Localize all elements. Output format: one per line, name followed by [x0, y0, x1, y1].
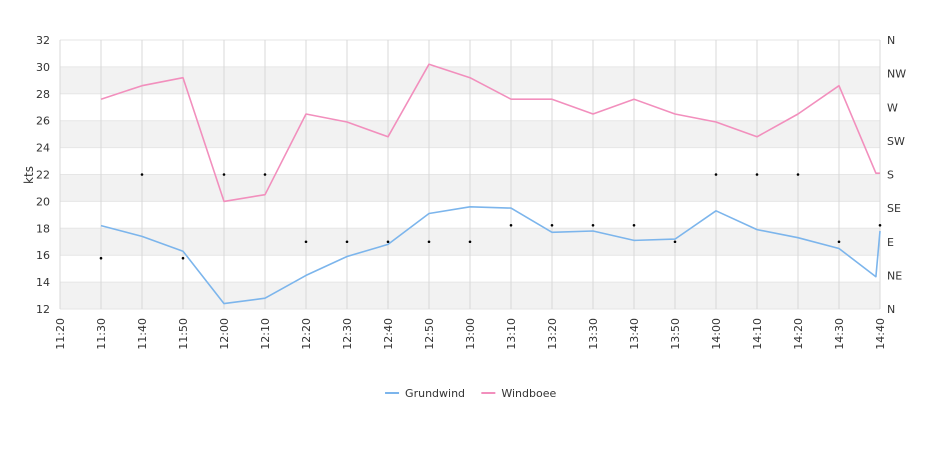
direction-tick-label: E — [887, 236, 894, 249]
direction-tick-label: W — [887, 101, 898, 114]
direction-point — [427, 240, 431, 244]
direction-tick-label: N — [887, 34, 895, 47]
direction-tick-label: N — [887, 303, 895, 316]
direction-point — [550, 224, 554, 227]
direction-point — [673, 240, 677, 244]
x-tick-label: 13:30 — [587, 318, 600, 350]
x-tick-label: 13:00 — [464, 318, 477, 350]
y-axis-tick-labels: 12 14 16 18 20 22 24 26 28 30 32 — [36, 34, 50, 316]
y-tick-label: 30 — [36, 61, 50, 74]
direction-point — [837, 240, 841, 244]
x-tick-label: 13:20 — [546, 318, 559, 350]
direction-point — [468, 240, 472, 244]
x-tick-label: 13:10 — [505, 318, 518, 350]
x-tick-label: 12:00 — [218, 318, 231, 350]
direction-point — [140, 173, 144, 176]
series-line-grundwind[interactable] — [100, 206, 881, 305]
x-axis-tick-labels: 11:20 11:30 11:40 11:50 12:00 12:10 12:20 12:30… — [54, 318, 887, 350]
direction-point — [591, 224, 595, 227]
direction-tick-label: S — [887, 169, 894, 182]
x-tick-label: 12:10 — [259, 318, 272, 350]
x-tick-label: 13:50 — [669, 318, 682, 350]
series-lines — [100, 63, 881, 305]
x-tick-label: 13:40 — [628, 318, 641, 350]
x-tick-label: 12:20 — [300, 318, 313, 350]
legend-item-grundwind[interactable]: Grundwind — [385, 387, 465, 400]
direction-point — [796, 173, 800, 176]
x-tick-label: 11:20 — [54, 318, 67, 350]
series-line-windboee[interactable] — [100, 63, 880, 203]
y-tick-label: 20 — [36, 195, 50, 208]
x-tick-label: 11:30 — [95, 318, 108, 350]
x-tick-label: 14:00 — [710, 318, 723, 350]
y-tick-label: 24 — [36, 142, 50, 155]
legend-label: Grundwind — [405, 387, 465, 400]
x-tick-label: 12:40 — [382, 318, 395, 350]
x-tick-label: 14:10 — [751, 318, 764, 350]
direction-point — [181, 256, 185, 260]
direction-point — [386, 240, 390, 244]
legend-item-windboee[interactable]: Windboee — [481, 387, 556, 400]
direction-point — [263, 173, 267, 176]
y-tick-label: 32 — [36, 34, 50, 47]
x-tick-label: 12:50 — [423, 318, 436, 350]
direction-axis-tick-labels: N NE E SE S SW W NW N — [887, 34, 906, 316]
x-tick-label: 14:30 — [833, 318, 846, 350]
y-tick-label: 22 — [36, 169, 50, 182]
y-axis-title: kts — [22, 166, 36, 184]
x-tick-label: 14:20 — [792, 318, 805, 350]
direction-tick-label: NE — [887, 269, 902, 282]
direction-tick-label: SW — [887, 135, 905, 148]
y-tick-label: 18 — [36, 222, 50, 235]
direction-tick-label: SE — [887, 202, 901, 215]
y-tick-label: 16 — [36, 249, 50, 262]
x-tick-label: 14:40 — [874, 318, 887, 350]
direction-point — [755, 173, 759, 176]
direction-point — [632, 224, 636, 227]
direction-point — [345, 240, 349, 244]
direction-tick-label: NW — [887, 68, 906, 81]
legend-label: Windboee — [501, 387, 556, 400]
y-tick-label: 26 — [36, 115, 50, 128]
y-tick-label: 12 — [36, 303, 50, 316]
direction-points — [99, 173, 882, 260]
direction-point — [222, 173, 226, 176]
legend[interactable]: Grundwind Windboee — [385, 387, 556, 400]
direction-point — [99, 256, 103, 260]
direction-point — [878, 224, 882, 227]
x-tick-label: 12:30 — [341, 318, 354, 350]
direction-point — [509, 224, 513, 227]
y-tick-label: 28 — [36, 88, 50, 101]
x-tick-label: 11:50 — [177, 318, 190, 350]
x-tick-label: 11:40 — [136, 318, 149, 350]
y-tick-label: 14 — [36, 276, 50, 289]
direction-point — [304, 240, 308, 244]
direction-point — [714, 173, 718, 176]
